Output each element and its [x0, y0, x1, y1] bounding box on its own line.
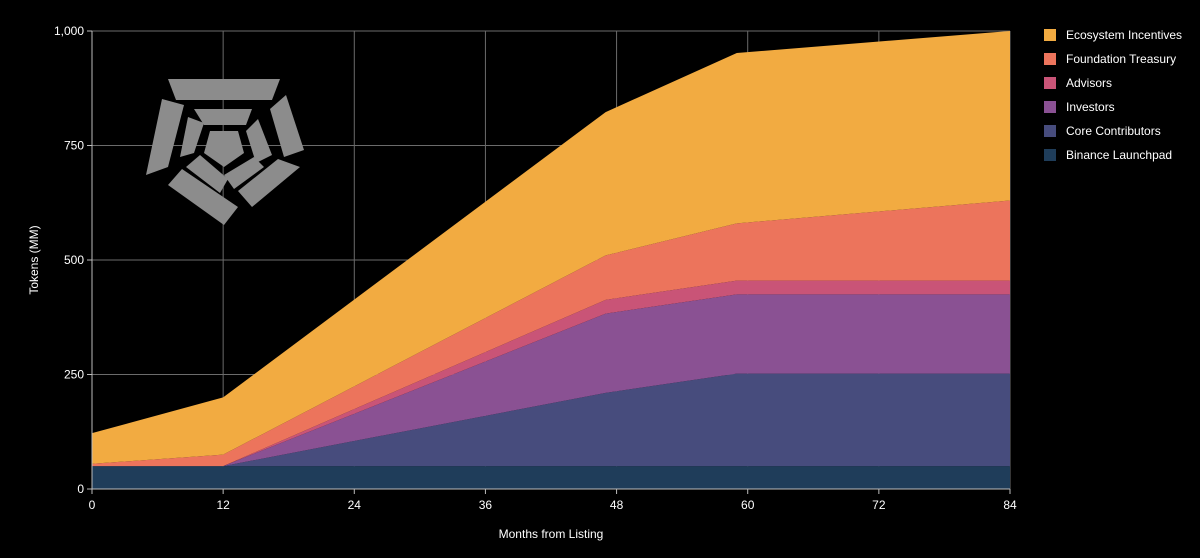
axis-labels: 0 12 24 36 48 60 72 84 0 250 500 750 1,000 [54, 24, 1017, 512]
area-series-group [92, 31, 1010, 489]
area-foundation-treasury [92, 200, 1010, 467]
legend-swatch [1044, 125, 1056, 137]
legend-swatch [1044, 53, 1056, 65]
area-binance-launchpad [92, 466, 1010, 489]
logo-segment-core [204, 131, 244, 167]
legend-item-core-contributors: Core Contributors [1044, 119, 1194, 143]
x-tick-label: 72 [872, 498, 886, 512]
legend-swatch [1044, 101, 1056, 113]
legend-label: Core Contributors [1066, 124, 1161, 138]
x-axis-title: Months from Listing [499, 527, 604, 541]
logo-segment-inner-4 [186, 155, 228, 193]
pentagon-spiral-logo-icon [146, 79, 304, 225]
legend-label: Binance Launchpad [1066, 148, 1173, 162]
legend-item-advisors: Advisors [1044, 71, 1194, 95]
legend-item-foundation-treasury: Foundation Treasury [1044, 47, 1194, 71]
y-axis-title: Tokens (MM) [27, 225, 41, 294]
legend-item-investors: Investors [1044, 95, 1194, 119]
area-ecosystem-incentives [92, 31, 1010, 464]
y-tick-label: 750 [64, 139, 84, 153]
legend-item-ecosystem-incentives: Ecosystem Incentives [1044, 23, 1194, 47]
y-tick-label: 250 [64, 368, 84, 382]
y-tick-label: 1,000 [54, 24, 84, 38]
area-investors [92, 294, 1010, 467]
legend-label: Advisors [1066, 76, 1113, 90]
legend-swatch [1044, 29, 1056, 41]
logo-segment-right [270, 95, 304, 157]
legend-label: Ecosystem Incentives [1066, 28, 1183, 42]
logo-segment-lower-right [238, 159, 300, 207]
logo-segment-left [146, 99, 184, 175]
x-tick-label: 24 [348, 498, 362, 512]
logo-segment-inner-2 [246, 119, 272, 163]
legend-label: Investors [1066, 100, 1115, 114]
x-tick-label: 0 [89, 498, 96, 512]
logo-icon [146, 79, 304, 225]
logo-segment-inner-5 [180, 117, 204, 157]
x-tick-label: 60 [741, 498, 755, 512]
axes [87, 30, 1011, 494]
legend-swatch [1044, 149, 1056, 161]
x-tick-label: 48 [610, 498, 624, 512]
x-tick-label: 12 [216, 498, 230, 512]
x-tick-label: 84 [1003, 498, 1017, 512]
y-tick-label: 500 [64, 253, 84, 267]
x-tick-label: 36 [479, 498, 493, 512]
logo-segment-top [168, 79, 280, 100]
logo-segment-lower-left [168, 169, 238, 225]
legend-item-binance-launchpad: Binance Launchpad [1044, 143, 1194, 167]
logo-segment-inner-1 [194, 109, 252, 125]
legend-label: Foundation Treasury [1066, 52, 1177, 66]
logo-segment-inner-3 [224, 157, 264, 189]
area-core-contributors [92, 373, 1010, 467]
chart-legend: Ecosystem Incentives Foundation Treasury A… [1044, 23, 1194, 167]
legend-swatch [1044, 77, 1056, 89]
y-tick-label: 0 [77, 482, 84, 496]
